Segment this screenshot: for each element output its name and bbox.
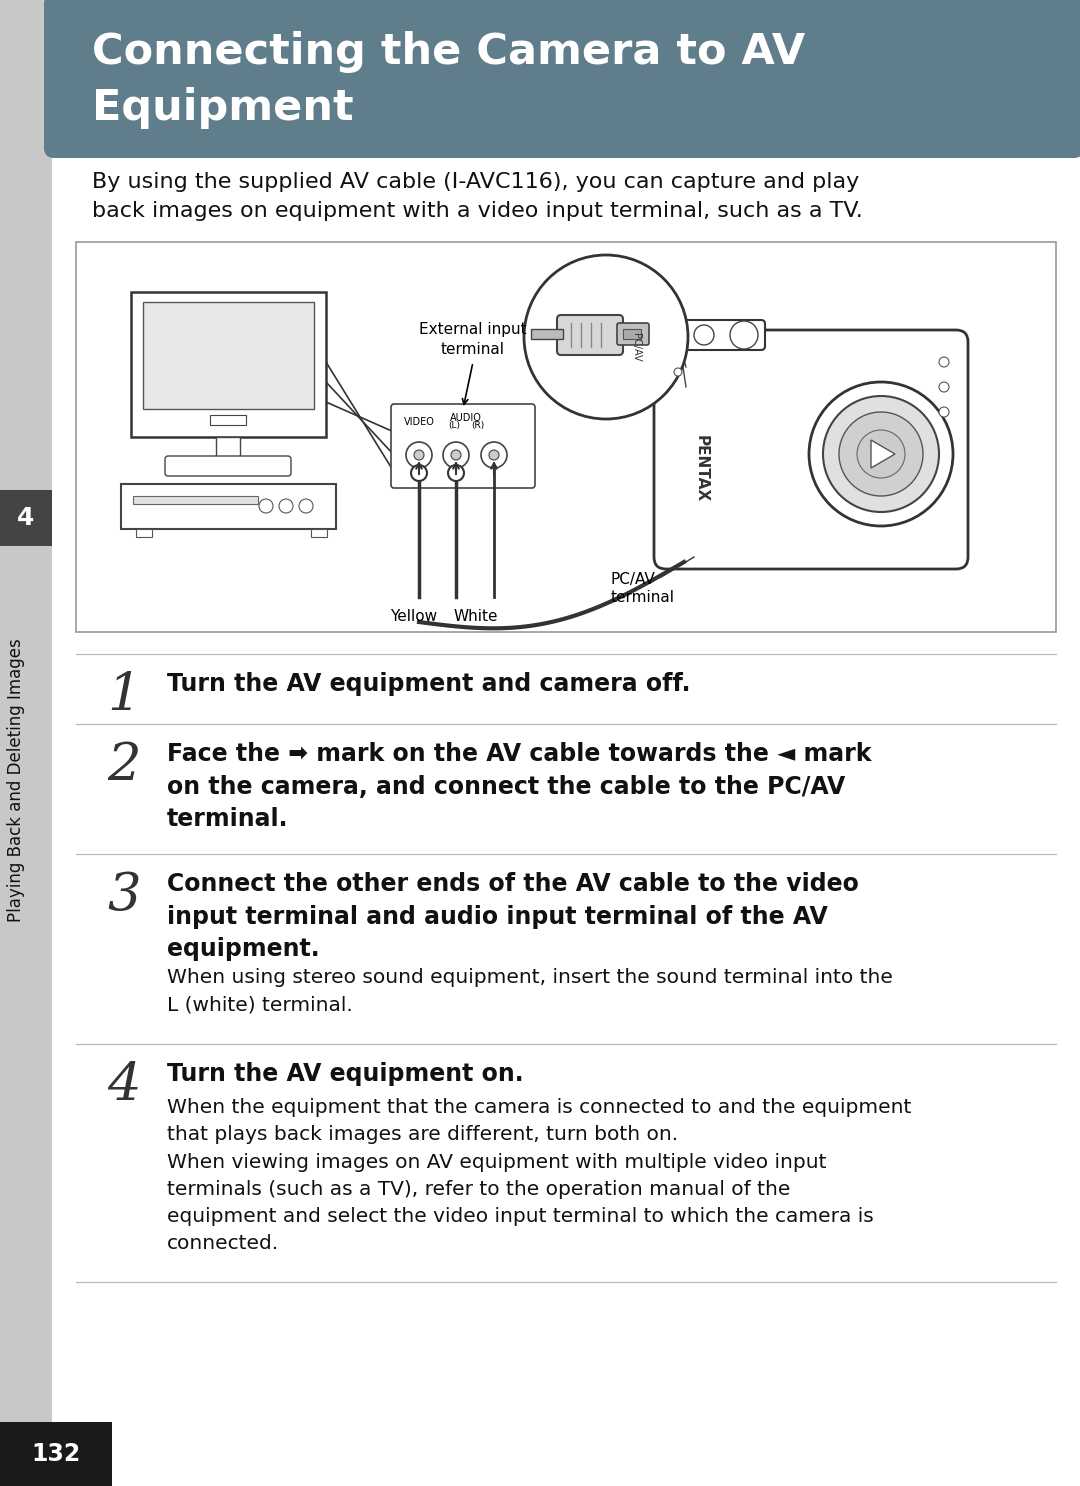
Text: Yellow: Yellow — [391, 609, 437, 624]
Text: 132: 132 — [31, 1441, 81, 1467]
Circle shape — [939, 407, 949, 418]
Text: VIDEO: VIDEO — [404, 418, 434, 426]
Bar — [0, 1422, 112, 1486]
Bar — [531, 328, 563, 339]
Circle shape — [939, 357, 949, 367]
Text: PENTAX: PENTAX — [693, 435, 708, 502]
Circle shape — [299, 499, 313, 513]
Text: (L): (L) — [448, 421, 460, 429]
Text: 4: 4 — [107, 1060, 140, 1112]
Text: 1: 1 — [107, 670, 140, 721]
Bar — [311, 529, 327, 536]
FancyBboxPatch shape — [391, 404, 535, 487]
FancyBboxPatch shape — [557, 315, 623, 355]
Bar — [0, 0, 52, 1486]
Circle shape — [489, 450, 499, 461]
Text: When the equipment that the camera is connected to and the equipment
that plays : When the equipment that the camera is co… — [167, 1098, 912, 1253]
Bar — [216, 437, 240, 459]
Text: External input: External input — [419, 322, 527, 337]
Text: Turn the AV equipment on.: Turn the AV equipment on. — [167, 1062, 524, 1086]
Text: 4: 4 — [17, 507, 35, 531]
Circle shape — [448, 465, 464, 481]
Text: PC/AV: PC/AV — [631, 333, 642, 361]
Circle shape — [858, 429, 905, 478]
Circle shape — [809, 382, 953, 526]
Circle shape — [451, 450, 461, 461]
Text: AUDIO: AUDIO — [450, 413, 482, 424]
Polygon shape — [870, 440, 895, 468]
Text: Equipment: Equipment — [92, 88, 353, 129]
FancyBboxPatch shape — [677, 319, 765, 351]
Text: PC/AV: PC/AV — [611, 572, 656, 587]
Text: Turn the AV equipment and camera off.: Turn the AV equipment and camera off. — [167, 672, 690, 695]
Text: White: White — [454, 609, 498, 624]
Circle shape — [406, 441, 432, 468]
Bar — [623, 328, 642, 339]
FancyBboxPatch shape — [165, 456, 291, 476]
FancyBboxPatch shape — [617, 322, 649, 345]
Text: (R): (R) — [471, 421, 485, 429]
Circle shape — [694, 325, 714, 345]
Text: Face the ➡ mark on the AV cable towards the ◄ mark
on the camera, and connect th: Face the ➡ mark on the AV cable towards … — [167, 742, 872, 831]
Circle shape — [823, 395, 939, 513]
Circle shape — [411, 465, 427, 481]
Text: Playing Back and Deleting Images: Playing Back and Deleting Images — [6, 637, 25, 921]
Text: By using the supplied AV cable (I-AVC116), you can capture and play
back images : By using the supplied AV cable (I-AVC116… — [92, 172, 863, 221]
Circle shape — [481, 441, 507, 468]
Text: Connect the other ends of the AV cable to the video
input terminal and audio inp: Connect the other ends of the AV cable t… — [167, 872, 859, 961]
Text: 3: 3 — [107, 869, 140, 921]
Bar — [143, 302, 314, 409]
Circle shape — [279, 499, 293, 513]
Text: 2: 2 — [107, 740, 140, 791]
FancyBboxPatch shape — [654, 330, 968, 569]
Bar — [131, 293, 326, 437]
Circle shape — [259, 499, 273, 513]
Text: terminal: terminal — [611, 590, 675, 605]
Bar — [76, 242, 1056, 632]
Circle shape — [674, 369, 681, 376]
Bar — [133, 496, 258, 504]
Circle shape — [730, 321, 758, 349]
Circle shape — [524, 256, 688, 419]
Text: Connecting the Camera to AV: Connecting the Camera to AV — [92, 31, 805, 73]
FancyBboxPatch shape — [44, 0, 1080, 158]
Circle shape — [939, 382, 949, 392]
Circle shape — [839, 412, 923, 496]
Text: When using stereo sound equipment, insert the sound terminal into the
L (white) : When using stereo sound equipment, inser… — [167, 967, 893, 1015]
Bar — [210, 415, 246, 425]
Bar — [136, 529, 152, 536]
Circle shape — [414, 450, 424, 461]
Circle shape — [443, 441, 469, 468]
Bar — [0, 490, 52, 545]
Bar — [121, 484, 336, 529]
Text: terminal: terminal — [441, 342, 505, 357]
